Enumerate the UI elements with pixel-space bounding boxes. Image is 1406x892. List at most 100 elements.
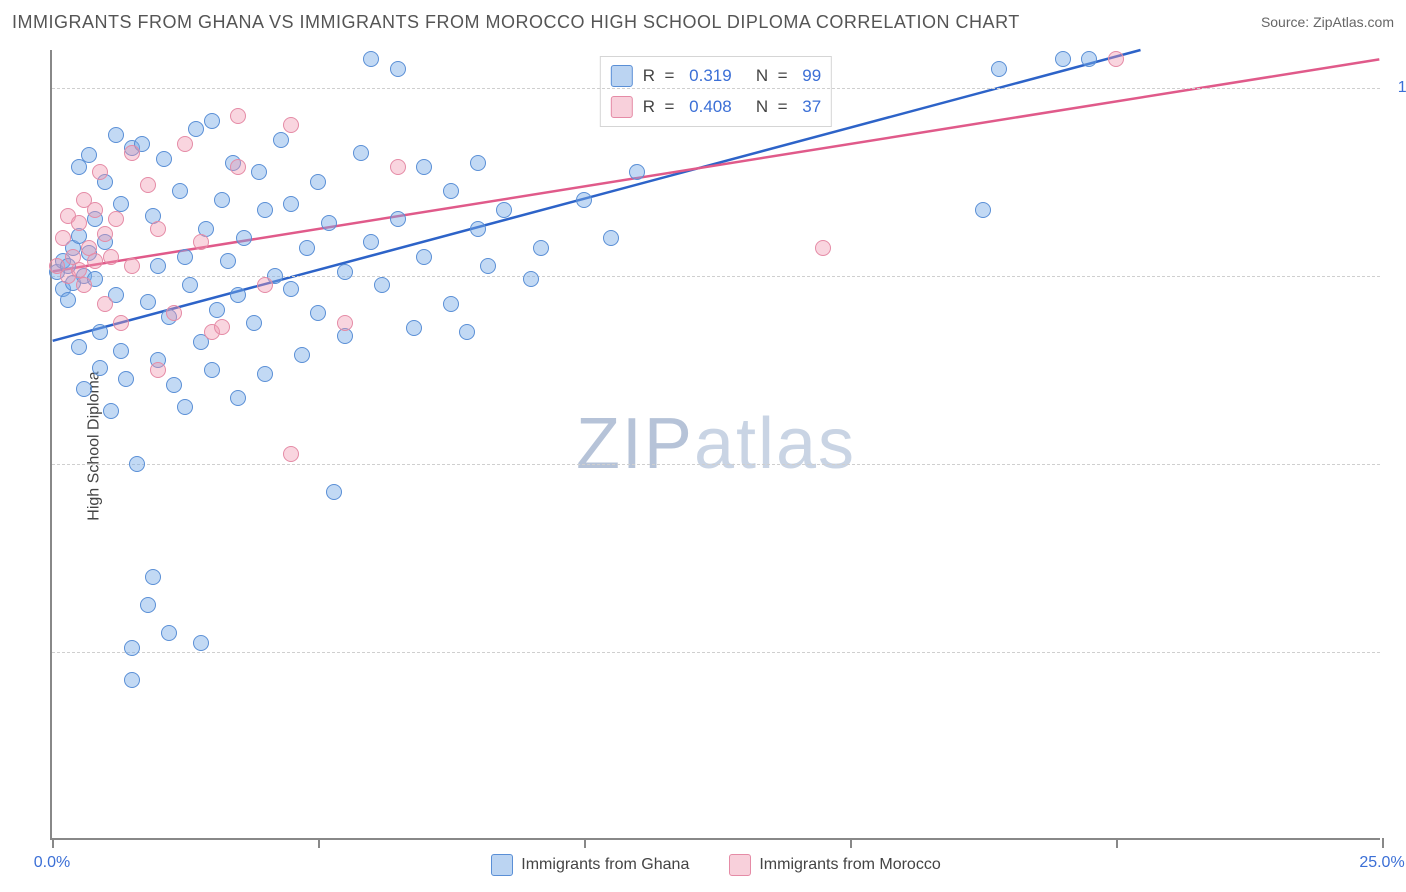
x-tick-label: 25.0% <box>1359 854 1404 872</box>
data-point-ghana <box>321 215 337 231</box>
data-point-ghana <box>576 192 592 208</box>
data-point-ghana <box>230 287 246 303</box>
data-point-morocco <box>113 315 129 331</box>
data-point-ghana <box>251 164 267 180</box>
morocco-n-value: 37 <box>802 92 821 123</box>
gridline <box>52 464 1380 465</box>
data-point-ghana <box>1055 51 1071 67</box>
data-point-ghana <box>81 147 97 163</box>
data-point-ghana <box>533 240 549 256</box>
data-point-morocco <box>230 159 246 175</box>
data-point-ghana <box>60 292 76 308</box>
data-point-ghana <box>257 366 273 382</box>
data-point-ghana <box>214 192 230 208</box>
data-point-ghana <box>496 202 512 218</box>
source-attribution: Source: ZipAtlas.com <box>1261 14 1394 30</box>
data-point-ghana <box>177 399 193 415</box>
legend-label-ghana: Immigrants from Ghana <box>521 856 689 874</box>
data-point-ghana <box>220 253 236 269</box>
data-point-ghana <box>390 61 406 77</box>
data-point-ghana <box>76 381 92 397</box>
data-point-ghana <box>257 202 273 218</box>
data-point-morocco <box>124 145 140 161</box>
data-point-morocco <box>87 202 103 218</box>
data-point-morocco <box>71 262 87 278</box>
data-point-ghana <box>92 360 108 376</box>
data-point-ghana <box>443 296 459 312</box>
data-point-ghana <box>204 113 220 129</box>
watermark-light: atlas <box>694 404 856 484</box>
data-point-ghana <box>124 640 140 656</box>
data-point-ghana <box>523 271 539 287</box>
data-point-ghana <box>273 132 289 148</box>
data-point-ghana <box>459 324 475 340</box>
swatch-morocco <box>729 854 751 876</box>
data-point-morocco <box>815 240 831 256</box>
legend-row-morocco: R = 0.408 N = 37 <box>611 92 821 123</box>
data-point-morocco <box>390 159 406 175</box>
data-point-ghana <box>71 339 87 355</box>
y-tick-label: 100.0% <box>1388 79 1406 97</box>
data-point-ghana <box>150 258 166 274</box>
data-point-ghana <box>166 377 182 393</box>
data-point-ghana <box>172 183 188 199</box>
data-point-morocco <box>92 164 108 180</box>
scatter-plot-area: ZIPatlas R = 0.319 N = 99 R = 0.408 N = … <box>50 50 1380 840</box>
data-point-ghana <box>283 196 299 212</box>
data-point-ghana <box>140 294 156 310</box>
data-point-morocco <box>103 249 119 265</box>
data-point-ghana <box>92 324 108 340</box>
data-point-ghana <box>299 240 315 256</box>
data-point-ghana <box>108 127 124 143</box>
morocco-r-value: 0.408 <box>689 92 732 123</box>
data-point-ghana <box>113 343 129 359</box>
data-point-ghana <box>363 51 379 67</box>
data-point-ghana <box>103 403 119 419</box>
legend-item-ghana: Immigrants from Ghana <box>491 854 689 876</box>
data-point-morocco <box>55 230 71 246</box>
data-point-morocco <box>71 215 87 231</box>
x-tick <box>584 838 586 848</box>
data-point-ghana <box>204 362 220 378</box>
x-tick-label: 0.0% <box>34 854 70 872</box>
data-point-ghana <box>991 61 1007 77</box>
data-point-ghana <box>470 221 486 237</box>
data-point-ghana <box>416 249 432 265</box>
data-point-ghana <box>353 145 369 161</box>
data-point-morocco <box>108 211 124 227</box>
data-point-ghana <box>294 347 310 363</box>
legend-item-morocco: Immigrants from Morocco <box>729 854 940 876</box>
data-point-morocco <box>214 319 230 335</box>
data-point-ghana <box>161 625 177 641</box>
series-legend: Immigrants from Ghana Immigrants from Mo… <box>52 854 1380 876</box>
gridline <box>52 276 1380 277</box>
swatch-ghana <box>611 65 633 87</box>
data-point-ghana <box>193 635 209 651</box>
n-label: N = <box>742 92 793 123</box>
data-point-ghana <box>124 672 140 688</box>
gridline <box>52 88 1380 89</box>
r-label: R = <box>643 92 679 123</box>
data-point-ghana <box>145 569 161 585</box>
data-point-ghana <box>470 155 486 171</box>
data-point-ghana <box>177 249 193 265</box>
data-point-morocco <box>97 296 113 312</box>
data-point-ghana <box>118 371 134 387</box>
data-point-morocco <box>140 177 156 193</box>
source-prefix: Source: <box>1261 14 1313 30</box>
data-point-ghana <box>603 230 619 246</box>
data-point-ghana <box>188 121 204 137</box>
data-point-ghana <box>1081 51 1097 67</box>
data-point-morocco <box>283 446 299 462</box>
data-point-morocco <box>76 277 92 293</box>
x-tick <box>1116 838 1118 848</box>
data-point-morocco <box>150 221 166 237</box>
data-point-morocco <box>124 258 140 274</box>
data-point-ghana <box>390 211 406 227</box>
y-tick-label: 90.0% <box>1388 267 1406 285</box>
source-name: ZipAtlas.com <box>1313 14 1394 30</box>
data-point-ghana <box>975 202 991 218</box>
data-point-morocco <box>97 226 113 242</box>
x-tick <box>318 838 320 848</box>
x-tick <box>850 838 852 848</box>
